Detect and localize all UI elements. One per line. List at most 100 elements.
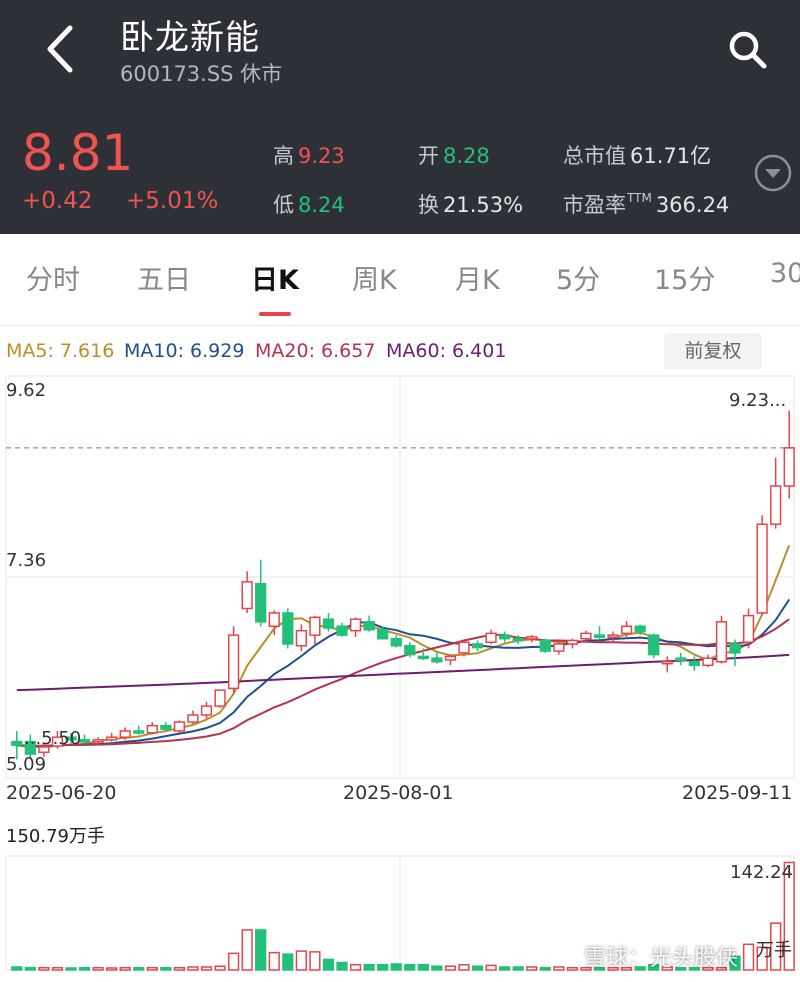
candle-body bbox=[634, 625, 646, 633]
volume-bar bbox=[38, 966, 50, 971]
last-price: 8.81 bbox=[22, 124, 134, 182]
candlestick-chart[interactable] bbox=[0, 374, 800, 782]
search-icon[interactable] bbox=[726, 28, 770, 72]
candle-body bbox=[485, 632, 497, 643]
volume-bar bbox=[349, 963, 362, 971]
candle-body bbox=[458, 641, 470, 654]
volume-bar bbox=[133, 966, 145, 971]
stock-name: 卧龙新能 bbox=[120, 18, 260, 58]
candle-body bbox=[444, 655, 457, 661]
candle bbox=[38, 743, 50, 757]
chevron-down-circle-icon[interactable] bbox=[753, 153, 793, 193]
candle bbox=[485, 629, 497, 644]
ma5-line bbox=[16, 544, 791, 749]
candle bbox=[133, 725, 145, 735]
candle bbox=[309, 615, 321, 644]
volume-bar bbox=[634, 966, 646, 971]
candle bbox=[770, 457, 782, 529]
candle bbox=[593, 626, 606, 641]
volume-bar bbox=[661, 966, 673, 971]
candle-body bbox=[742, 614, 755, 643]
tab-weekly-k[interactable]: 周K bbox=[352, 265, 397, 296]
candle-body bbox=[92, 739, 104, 743]
volume-last-label: 142.24 bbox=[730, 862, 793, 883]
adjust-button[interactable]: 前复权 bbox=[664, 333, 762, 369]
volume-bar bbox=[444, 965, 457, 971]
tab-daily-k[interactable]: 日K bbox=[251, 265, 299, 296]
tab-5min[interactable]: 5分 bbox=[556, 265, 601, 296]
candle bbox=[241, 571, 253, 613]
candle bbox=[214, 689, 226, 708]
candle bbox=[173, 720, 186, 733]
volume-unit-label: 万手 bbox=[756, 940, 792, 961]
volume-bar bbox=[566, 966, 579, 971]
stat-market-cap-label: 总市值 bbox=[563, 144, 626, 168]
volume-bar bbox=[309, 951, 321, 971]
candle-body bbox=[593, 634, 606, 638]
volume-bar bbox=[499, 966, 511, 971]
volume-bar bbox=[200, 966, 213, 971]
candle-body bbox=[173, 721, 186, 732]
tab-five-day[interactable]: 五日 bbox=[137, 265, 191, 296]
candle bbox=[24, 734, 36, 760]
volume-bar bbox=[227, 952, 240, 971]
volume-bar bbox=[688, 966, 700, 971]
candle-body bbox=[268, 612, 280, 628]
candle bbox=[729, 639, 741, 667]
volume-bar bbox=[92, 966, 104, 971]
candle bbox=[255, 559, 267, 627]
candle-body bbox=[770, 485, 782, 525]
candle-body bbox=[729, 643, 741, 654]
candle-body bbox=[133, 730, 145, 734]
candle-body bbox=[715, 621, 728, 663]
candle-body bbox=[688, 660, 700, 667]
candle-body bbox=[499, 634, 511, 640]
candle bbox=[742, 608, 755, 649]
volume-bar bbox=[106, 967, 118, 971]
candle bbox=[119, 727, 131, 740]
chart-grid bbox=[5, 375, 795, 779]
volume-bar bbox=[282, 953, 294, 971]
tab-intraday[interactable]: 分时 bbox=[26, 265, 80, 296]
ma5-legend: MA5: 7.616 bbox=[6, 340, 115, 362]
volume-bar bbox=[471, 965, 484, 971]
stat-turnover: 换 21.53% bbox=[418, 189, 523, 219]
candle bbox=[634, 624, 646, 636]
volume-bar bbox=[553, 966, 565, 971]
volume-bar bbox=[255, 929, 267, 971]
volume-bar bbox=[526, 966, 538, 971]
stat-pe-ttm: TTM bbox=[627, 191, 652, 205]
candle-body bbox=[241, 581, 253, 610]
volume-bar bbox=[485, 964, 497, 971]
volume-bar bbox=[241, 929, 253, 971]
volume-bar bbox=[593, 966, 606, 971]
volume-bar bbox=[214, 965, 226, 971]
volume-bar bbox=[377, 963, 389, 971]
candle bbox=[377, 626, 389, 640]
candle bbox=[295, 624, 307, 652]
candle-body bbox=[702, 657, 714, 667]
stat-low-label: 低 bbox=[273, 193, 294, 217]
stat-market-cap: 总市值 61.71亿 bbox=[563, 140, 711, 170]
candle bbox=[675, 652, 687, 666]
tab-30min[interactable]: 30 bbox=[770, 258, 800, 289]
candle bbox=[620, 620, 633, 637]
candle-body bbox=[146, 724, 158, 734]
stat-open: 开 8.28 bbox=[418, 140, 490, 170]
stat-high-label: 高 bbox=[273, 144, 294, 168]
candle bbox=[566, 638, 579, 649]
volume-chart[interactable] bbox=[0, 852, 800, 982]
stat-low-value: 8.24 bbox=[298, 193, 345, 217]
candle bbox=[526, 635, 538, 643]
volume-bar bbox=[715, 966, 728, 971]
ma20-legend: MA20: 6.657 bbox=[255, 340, 376, 362]
candle bbox=[444, 654, 457, 666]
volume-bar bbox=[187, 966, 199, 971]
candle bbox=[390, 635, 402, 648]
tab-15min[interactable]: 15分 bbox=[654, 265, 716, 296]
stat-market-cap-value: 61.71亿 bbox=[630, 144, 712, 168]
stat-pe: 市盈率TTM 366.24 bbox=[563, 189, 729, 219]
back-icon[interactable] bbox=[40, 22, 84, 76]
tab-monthly-k[interactable]: 月K bbox=[455, 265, 500, 296]
volume-bar bbox=[742, 943, 755, 971]
